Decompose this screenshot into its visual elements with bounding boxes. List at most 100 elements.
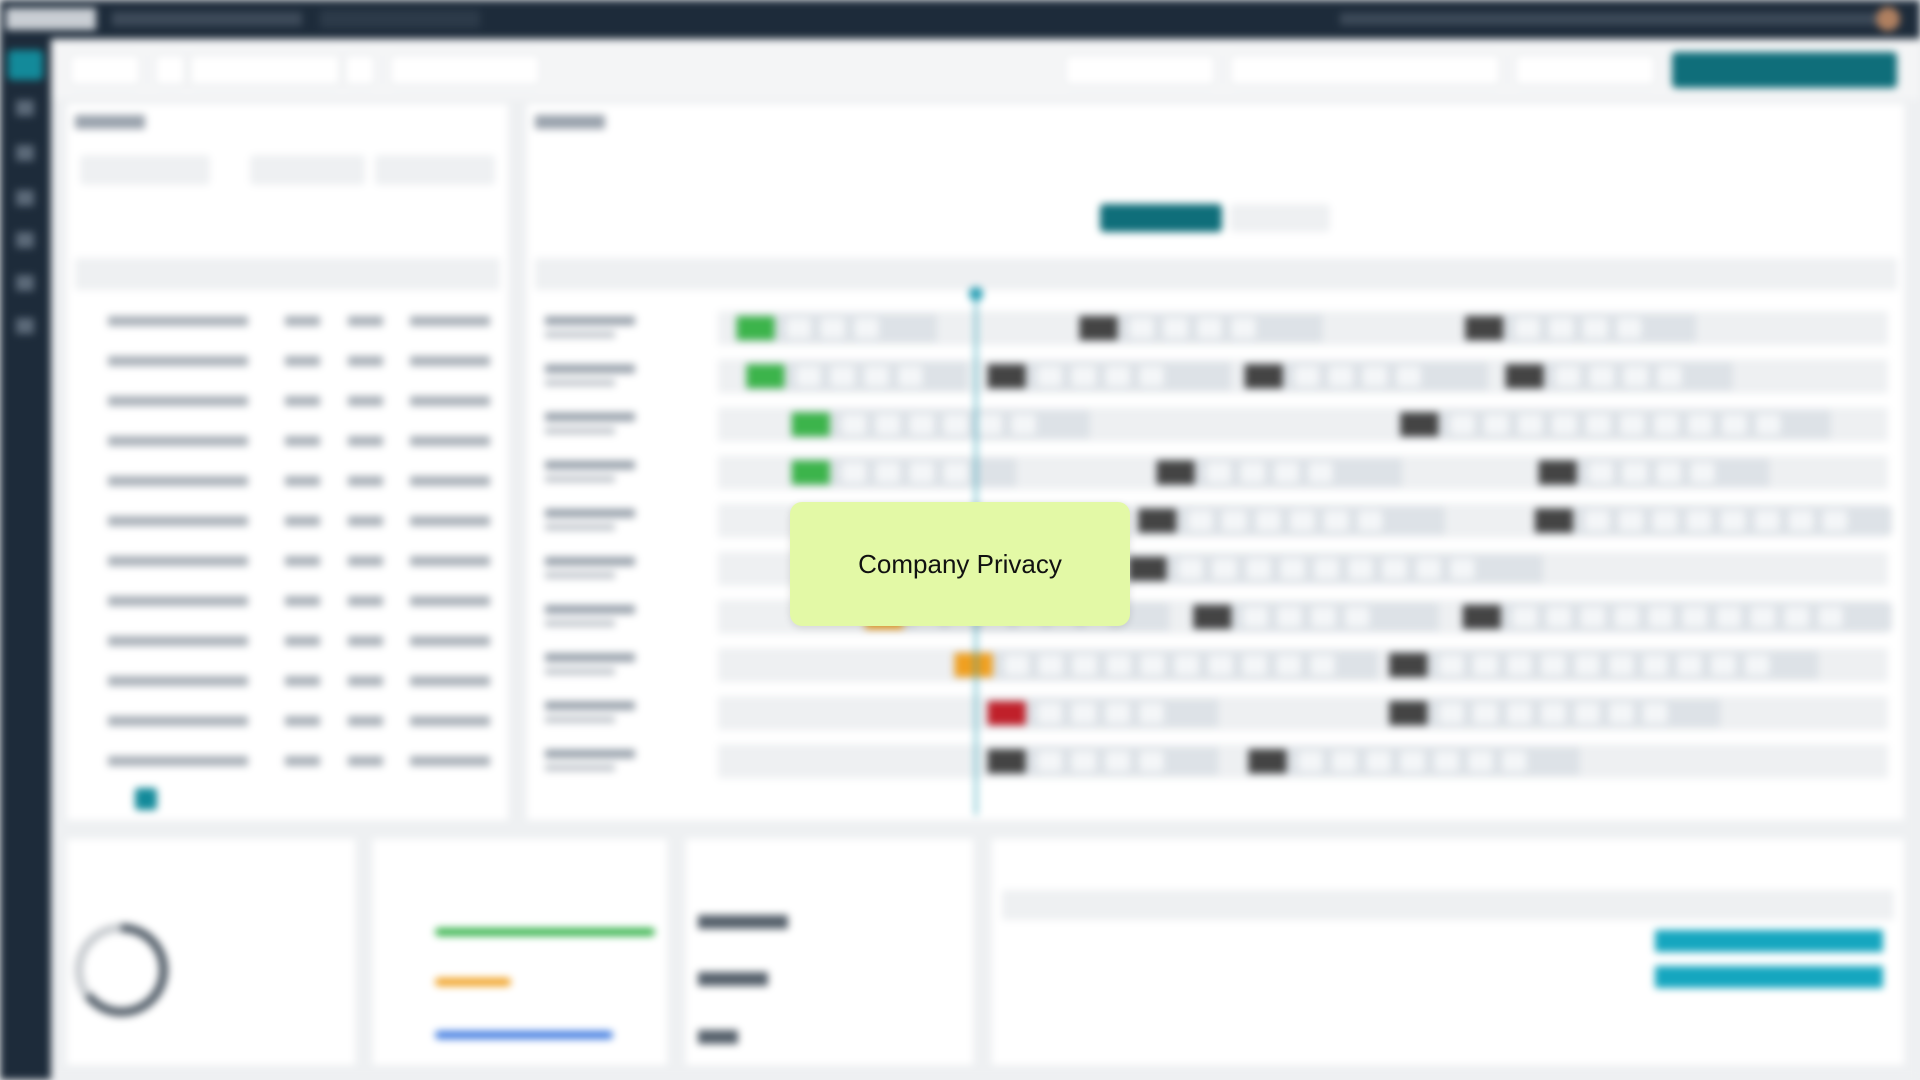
- assignments-select[interactable]: [80, 155, 210, 185]
- prev-button[interactable]: [154, 54, 186, 86]
- next-button[interactable]: [344, 54, 376, 86]
- timeline-header: [535, 258, 1897, 290]
- stop: [1004, 655, 1029, 676]
- stop: [1274, 462, 1299, 483]
- sidebar-active[interactable]: [8, 50, 43, 80]
- stop: [1105, 366, 1130, 387]
- route-start: [1465, 316, 1504, 341]
- stop: [1473, 655, 1498, 676]
- stop: [1416, 558, 1441, 579]
- stop: [1541, 655, 1566, 676]
- sidebar-icon[interactable]: [16, 318, 34, 334]
- stop: [1648, 606, 1673, 627]
- stop: [1722, 414, 1747, 435]
- stop: [1515, 318, 1540, 339]
- stop: [1585, 510, 1610, 531]
- avatar[interactable]: [1876, 7, 1900, 31]
- vehicle-label: [545, 508, 635, 518]
- route-start: [954, 653, 993, 678]
- job-select[interactable]: [1514, 54, 1656, 86]
- route-start: [987, 701, 1026, 726]
- stop: [1439, 703, 1464, 724]
- vehicle-label: [545, 749, 635, 759]
- stop: [1619, 510, 1644, 531]
- route-start: [1248, 749, 1287, 774]
- sidebar-icon[interactable]: [16, 275, 34, 291]
- stop: [820, 318, 845, 339]
- order-row-time: [348, 716, 383, 726]
- vehicle-label: [545, 364, 635, 374]
- stop: [1037, 703, 1062, 724]
- sidebar-icon[interactable]: [16, 145, 34, 161]
- stop: [1512, 606, 1537, 627]
- stop: [1623, 366, 1648, 387]
- page-active[interactable]: [135, 788, 157, 810]
- stop: [1473, 703, 1498, 724]
- vehicle-sublabel: [545, 668, 615, 676]
- vehicle-label: [545, 460, 635, 470]
- stop: [1038, 655, 1063, 676]
- order-row-status: [410, 556, 490, 566]
- order-row-location: [108, 436, 248, 446]
- stop: [1105, 703, 1130, 724]
- plan-select[interactable]: [1229, 54, 1501, 86]
- date-picker[interactable]: [189, 54, 341, 86]
- stop: [1348, 558, 1373, 579]
- stop: [1617, 318, 1642, 339]
- route-start: [1156, 460, 1195, 485]
- stop: [1298, 751, 1323, 772]
- panel-heading: [535, 115, 605, 129]
- planned-tab[interactable]: [250, 155, 365, 185]
- vehicle-sublabel: [545, 379, 615, 387]
- order-row-time: [348, 596, 383, 606]
- sidebar-icon[interactable]: [16, 232, 34, 248]
- order-row-time: [285, 356, 320, 366]
- route-start: [1535, 508, 1574, 533]
- vehicle-sublabel: [545, 764, 615, 772]
- stop: [1653, 510, 1678, 531]
- app-title: [112, 12, 302, 26]
- stop: [1222, 510, 1247, 531]
- order-row-time: [285, 316, 320, 326]
- order-row-time: [285, 596, 320, 606]
- add-plan-button[interactable]: [1064, 54, 1216, 86]
- stop: [1549, 318, 1574, 339]
- stop: [1243, 606, 1268, 627]
- stop: [1609, 703, 1634, 724]
- stop: [1583, 318, 1608, 339]
- stop: [1139, 366, 1164, 387]
- stop: [864, 366, 889, 387]
- stop: [1188, 510, 1213, 531]
- route-start: [736, 316, 775, 341]
- order-row-time: [285, 716, 320, 726]
- stop: [1657, 366, 1682, 387]
- today-button[interactable]: [69, 54, 141, 86]
- stop: [1750, 606, 1775, 627]
- depot-select[interactable]: [389, 54, 541, 86]
- usage-bar: [435, 978, 511, 986]
- stop: [1586, 414, 1611, 435]
- order-row-status: [410, 436, 490, 446]
- now-marker: [969, 287, 983, 301]
- stop: [1105, 751, 1130, 772]
- order-row-status: [410, 516, 490, 526]
- stop: [1382, 558, 1407, 579]
- manual-button[interactable]: [1230, 204, 1330, 232]
- stop: [1555, 366, 1580, 387]
- stop: [1011, 414, 1036, 435]
- order-row-location: [108, 596, 248, 606]
- start-optimization-button[interactable]: [1672, 52, 1897, 88]
- stop: [1643, 703, 1668, 724]
- order-row-time: [348, 516, 383, 526]
- stop: [1256, 510, 1281, 531]
- stop: [1756, 414, 1781, 435]
- sidebar-icon[interactable]: [16, 100, 34, 116]
- sidebar-icon[interactable]: [16, 190, 34, 206]
- unplanned-tab[interactable]: [375, 155, 495, 185]
- order-row-location: [108, 356, 248, 366]
- vehicle-label: [545, 653, 635, 663]
- order-row-status: [410, 316, 490, 326]
- project-select[interactable]: [320, 10, 480, 28]
- automatic-button[interactable]: [1100, 204, 1222, 232]
